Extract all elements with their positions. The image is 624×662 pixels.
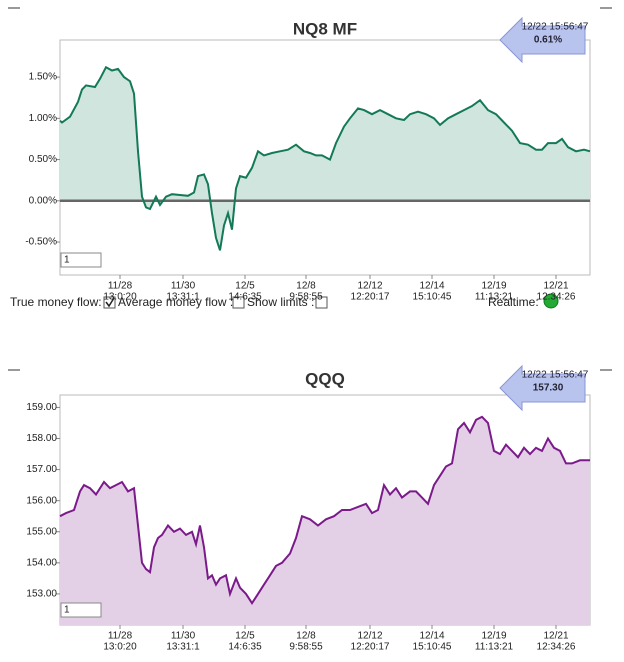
x-tick-time: 12:34:26 — [537, 642, 576, 653]
x-tick-time: 12:20:17 — [351, 292, 390, 303]
input-value: 1 — [64, 605, 70, 616]
x-tick-time: 15:10:45 — [413, 292, 452, 303]
badge-value: 157.30 — [533, 383, 564, 394]
label: True money flow: — [10, 295, 102, 309]
x-tick-label: 12/8 — [296, 281, 316, 292]
y-tick-label: 156.00 — [26, 495, 57, 506]
y-tick-label: 158.00 — [26, 433, 57, 444]
label: Realtime: — [488, 295, 539, 309]
x-tick-time: 13:31:1 — [166, 292, 200, 303]
chart: 159.00 158.00 157.00 156.00 155.00 154.00 153.… — [26, 364, 591, 653]
x-tick-label: 12/8 — [296, 631, 316, 642]
x-tick-time: 12:20:17 — [351, 642, 390, 653]
area — [60, 67, 590, 251]
y-tick-label: 155.00 — [26, 526, 57, 537]
badge-value: 0.61% — [534, 35, 562, 46]
x-tick-label: 12/5 — [235, 631, 255, 642]
y-tick-label: 0.00% — [29, 195, 57, 206]
x-tick-time: 13:0:20 — [103, 642, 137, 653]
x-tick-label: 12/19 — [481, 631, 506, 642]
line — [59, 415, 590, 606]
x-tick-label: 11/28 — [108, 631, 133, 642]
checkmark — [105, 297, 115, 308]
x-tick-time: 9:58:55 — [289, 642, 323, 653]
input-value: 1 — [64, 255, 70, 266]
input-box[interactable] — [60, 252, 102, 268]
label: Show limits : — [247, 295, 314, 309]
y-tick-label: 0.50% — [29, 154, 57, 165]
y-tick-label: 157.00 — [26, 464, 57, 475]
x-tick-time: 13:0:20 — [103, 292, 137, 303]
badge-arrow — [499, 16, 586, 64]
badge-time: 12/22 15:56:47 — [522, 370, 589, 381]
x-tick-label: 11/28 — [108, 281, 133, 292]
x-tick-label: 11/30 — [171, 281, 196, 292]
x-tick-time: 14:6:35 — [228, 642, 262, 653]
x-tick-time: 15:10:45 — [413, 642, 452, 653]
chart: 1.50%1.00%0.50%0.00%-0.50%11/2813:0:2011… — [25, 16, 591, 303]
x-tick-label: 12/14 — [419, 281, 444, 292]
x-tick-time: 12:34:26 — [537, 292, 576, 303]
chart-title: QQQ — [305, 369, 345, 388]
y-tick-label: 1.50% — [29, 72, 57, 83]
realtime-indicator[interactable] — [543, 293, 559, 309]
y-tick-label: 1.00% — [29, 113, 57, 124]
x-tick-time: 11:13:21 — [475, 642, 514, 653]
x-tick-label: 11/30 — [171, 631, 196, 642]
checkbox[interactable] — [315, 296, 328, 309]
controls-row: True money flow: Average money flow : Sh… — [10, 293, 559, 309]
y-tick-label: 159.00 — [26, 402, 57, 413]
y-tick-label: 153.00 — [26, 589, 57, 600]
x-tick-time: 9:58:55 — [289, 292, 323, 303]
x-tick-label: 12/19 — [481, 281, 506, 292]
input-box[interactable] — [60, 602, 102, 618]
checkbox[interactable] — [232, 296, 245, 309]
y-tick-label: -0.50% — [25, 237, 57, 248]
checkbox[interactable] — [103, 296, 116, 309]
x-tick-label: 12/21 — [543, 631, 568, 642]
x-tick-label: 12/12 — [357, 631, 382, 642]
x-tick-label: 12/12 — [357, 281, 382, 292]
badge-time: 12/22 15:56:47 — [522, 22, 589, 33]
line — [59, 65, 591, 251]
label: Average money flow : — [118, 295, 233, 309]
x-tick-label: 12/14 — [419, 631, 444, 642]
badge-arrow — [499, 364, 586, 412]
chart-title: NQ8 MF — [293, 19, 357, 38]
x-tick-label: 12/5 — [235, 281, 255, 292]
x-tick-time: 13:31:1 — [166, 642, 200, 653]
x-tick-label: 12/21 — [543, 281, 568, 292]
x-tick-time: 14:6:35 — [228, 292, 262, 303]
y-tick-label: 154.00 — [26, 557, 57, 568]
x-tick-time: 11:13:21 — [475, 292, 514, 303]
